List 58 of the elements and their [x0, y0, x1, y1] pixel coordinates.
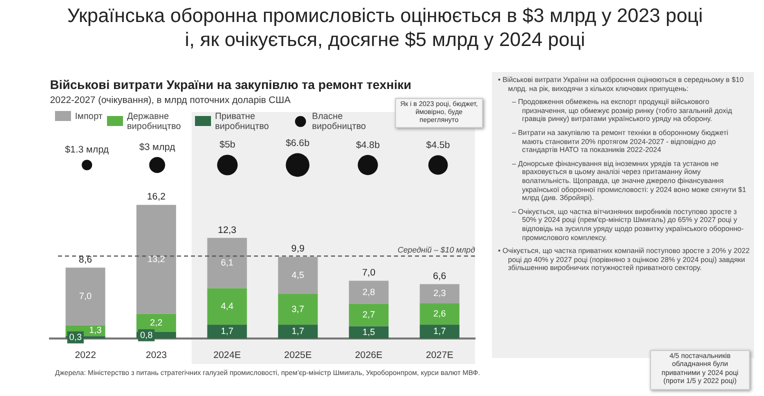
total-label: 9,9: [291, 244, 305, 255]
data-label: 0,8: [140, 330, 153, 340]
data-label: $4.5b: [426, 140, 450, 152]
data-label: 4,4: [220, 300, 234, 311]
x-tick-label: 2026E: [355, 350, 382, 361]
legend-label: Власне виробництво: [312, 111, 367, 131]
legend-label: Приватне виробництво: [215, 111, 270, 131]
bar: [207, 288, 247, 325]
total-label: 12,3: [218, 224, 236, 236]
data-label: 13,2: [147, 254, 166, 264]
data-label: 2,8: [362, 286, 376, 297]
data-label: 3,7: [292, 304, 304, 314]
data-label: $4.8b: [356, 140, 380, 151]
total-label: 6,6: [432, 270, 446, 282]
data-label: 1,3: [89, 325, 102, 336]
data-label: $6.6b: [286, 138, 310, 150]
data-label: $3 млрд: [139, 142, 176, 153]
data-label: 2,3: [433, 288, 446, 298]
data-label: 2,2: [150, 317, 163, 328]
data-label: 0,3: [69, 332, 82, 342]
data-label: 1,7: [433, 326, 446, 336]
data-label: 1,7: [292, 326, 304, 336]
bar: [207, 238, 247, 288]
bar: [278, 324, 318, 339]
data-label: $1.3 млрд: [65, 144, 110, 156]
data-label: 1,7: [220, 326, 234, 336]
x-tick-label: 2023: [146, 350, 167, 361]
x-tick-label: 2024E: [213, 350, 241, 361]
data-label: 1,5: [362, 326, 376, 337]
legend-label: Імпорт: [75, 111, 102, 121]
chart-title: Військові витрати України на закупівлю та ремонт техніки: [50, 78, 412, 92]
bar: [136, 204, 176, 314]
data-label: 2,7: [362, 310, 376, 320]
bar: [420, 303, 460, 325]
total-label: 16,2: [147, 192, 166, 203]
bar: [348, 326, 389, 339]
legend-label: Державне виробництво: [127, 111, 182, 131]
bar: [278, 294, 318, 325]
data-label: 7,0: [79, 290, 92, 301]
data-label: $5b: [219, 140, 236, 151]
bar: [278, 256, 318, 294]
data-label: 4,5: [292, 270, 304, 280]
ref-line-label: Середній – $10 млрд: [398, 245, 476, 254]
text: Українська оборонна промисловість оцінюється в $3 млрд у 2023 році і, як очікується, досягне $5 млрд у 2024 році: [66, 4, 704, 52]
chart-subtitle: 2022-2027 (очікування), в млрд поточних доларів США: [50, 95, 291, 106]
total-label: 8,6: [78, 254, 92, 266]
bar: [348, 280, 389, 304]
bar: [66, 268, 106, 326]
bar: [420, 324, 460, 339]
bar: [207, 324, 247, 339]
bar: [348, 304, 389, 326]
data-label: 6,1: [220, 258, 234, 268]
x-tick-label: 2025E: [284, 350, 312, 361]
total-label: 7,0: [362, 268, 376, 279]
bar: [420, 284, 460, 304]
x-tick-label: 2027E: [426, 350, 454, 361]
data-label: 2,6: [433, 308, 446, 318]
x-tick-label: 2022: [74, 350, 96, 361]
